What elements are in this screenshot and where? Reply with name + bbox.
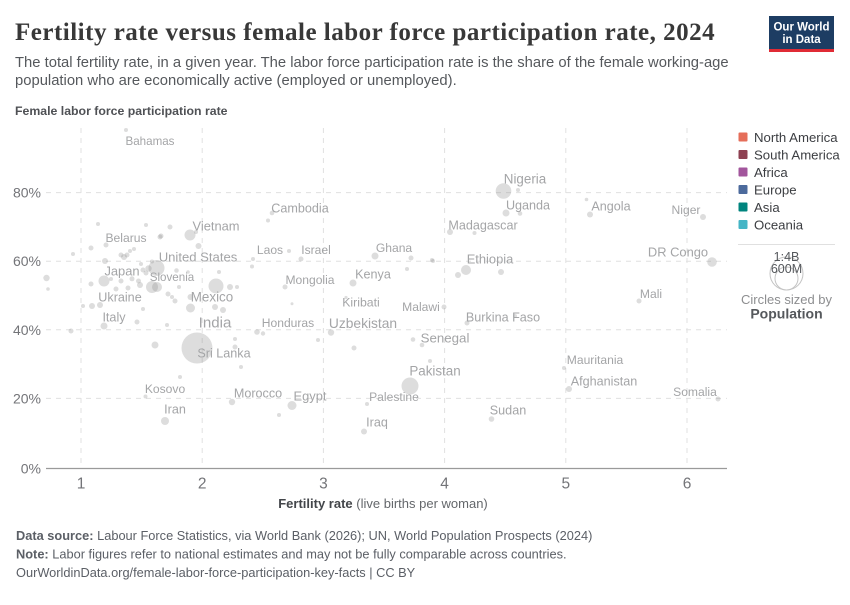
svg-text:Israel: Israel — [301, 243, 331, 257]
svg-text:Asia: Asia — [754, 200, 780, 215]
svg-text:1:4B: 1:4B — [774, 250, 800, 264]
svg-text:20%: 20% — [13, 390, 41, 406]
svg-text:Kenya: Kenya — [355, 267, 391, 281]
svg-text:Slovenia: Slovenia — [150, 271, 195, 284]
svg-text:Palestine: Palestine — [369, 390, 419, 404]
svg-text:3: 3 — [319, 476, 328, 493]
svg-text:Europe: Europe — [754, 183, 797, 198]
svg-text:Sri Lanka: Sri Lanka — [197, 346, 250, 360]
svg-text:40%: 40% — [13, 322, 41, 338]
svg-text:Female labor force participati: Female labor force participation rate — [15, 104, 228, 118]
svg-text:Oceania: Oceania — [754, 218, 804, 233]
svg-text:United States: United States — [159, 250, 238, 265]
svg-text:South America: South America — [754, 148, 840, 163]
svg-text:0%: 0% — [21, 460, 41, 476]
svg-text:Mexico: Mexico — [191, 290, 233, 305]
svg-text:Madagascar: Madagascar — [448, 218, 517, 232]
svg-text:Kosovo: Kosovo — [145, 382, 186, 396]
svg-text:Somalia: Somalia — [673, 385, 717, 399]
svg-text:Fertility rate versus female l: Fertility rate versus female labor force… — [15, 19, 715, 46]
svg-text:Bahamas: Bahamas — [126, 135, 175, 148]
svg-text:Ghana: Ghana — [376, 241, 413, 255]
svg-text:Data source: Labour Force Stat: Data source: Labour Force Statistics, vi… — [16, 528, 592, 543]
svg-text:Uganda: Uganda — [506, 198, 550, 212]
svg-text:600M: 600M — [771, 262, 802, 276]
svg-text:Malawi: Malawi — [402, 300, 440, 314]
svg-text:Iraq: Iraq — [366, 415, 388, 429]
svg-text:Ukraine: Ukraine — [98, 290, 141, 304]
svg-text:Mongolia: Mongolia — [285, 273, 334, 287]
svg-text:Pakistan: Pakistan — [409, 364, 460, 379]
svg-text:Japan: Japan — [104, 264, 139, 279]
svg-text:Egypt: Egypt — [294, 389, 327, 404]
svg-text:Afghanistan: Afghanistan — [571, 374, 638, 388]
svg-text:Ethiopia: Ethiopia — [467, 252, 514, 267]
svg-text:Circles sized by: Circles sized by — [741, 292, 833, 307]
svg-text:60%: 60% — [13, 253, 41, 269]
svg-text:Burkina Faso: Burkina Faso — [466, 310, 540, 324]
svg-text:OurWorldinData.org/female-labo: OurWorldinData.org/female-labor-force-pa… — [16, 565, 416, 580]
svg-text:2: 2 — [198, 476, 207, 493]
svg-text:5: 5 — [561, 476, 570, 493]
svg-text:Uzbekistan: Uzbekistan — [329, 316, 397, 331]
svg-text:Laos: Laos — [257, 243, 283, 257]
svg-text:The total fertility rate, in a: The total fertility rate, in a given yea… — [15, 55, 729, 71]
svg-text:Our World: Our World — [773, 22, 829, 34]
svg-text:Population: Population — [750, 306, 822, 322]
svg-text:Mauritania: Mauritania — [567, 353, 624, 367]
svg-text:Sudan: Sudan — [490, 403, 526, 417]
svg-text:Iran: Iran — [164, 402, 186, 416]
svg-text:Kiribati: Kiribati — [342, 295, 380, 309]
svg-text:population who are economicall: population who are economically active (… — [15, 73, 457, 89]
svg-text:Mali: Mali — [640, 287, 662, 301]
svg-text:Senegal: Senegal — [421, 331, 470, 346]
svg-text:1: 1 — [77, 476, 86, 493]
svg-text:Italy: Italy — [102, 310, 126, 324]
svg-text:Honduras: Honduras — [262, 316, 314, 330]
svg-text:Belarus: Belarus — [105, 231, 146, 245]
svg-text:Africa: Africa — [754, 165, 788, 180]
svg-text:Morocco: Morocco — [234, 386, 282, 400]
svg-text:DR Congo: DR Congo — [648, 245, 708, 260]
svg-text:North America: North America — [754, 130, 838, 145]
svg-text:80%: 80% — [13, 185, 41, 201]
svg-text:in Data: in Data — [782, 34, 821, 46]
svg-text:Note: Labor figures refer to n: Note: Labor figures refer to national es… — [16, 547, 567, 562]
svg-text:6: 6 — [683, 476, 692, 493]
svg-text:Fertility rate (live births pe: Fertility rate (live births per woman) — [278, 496, 488, 511]
svg-text:Niger: Niger — [672, 203, 701, 217]
svg-text:4: 4 — [440, 476, 449, 493]
svg-text:Nigeria: Nigeria — [504, 172, 547, 187]
svg-text:Cambodia: Cambodia — [271, 201, 328, 215]
svg-text:Angola: Angola — [591, 199, 630, 213]
svg-text:India: India — [199, 314, 232, 331]
svg-text:Vietnam: Vietnam — [192, 219, 239, 234]
